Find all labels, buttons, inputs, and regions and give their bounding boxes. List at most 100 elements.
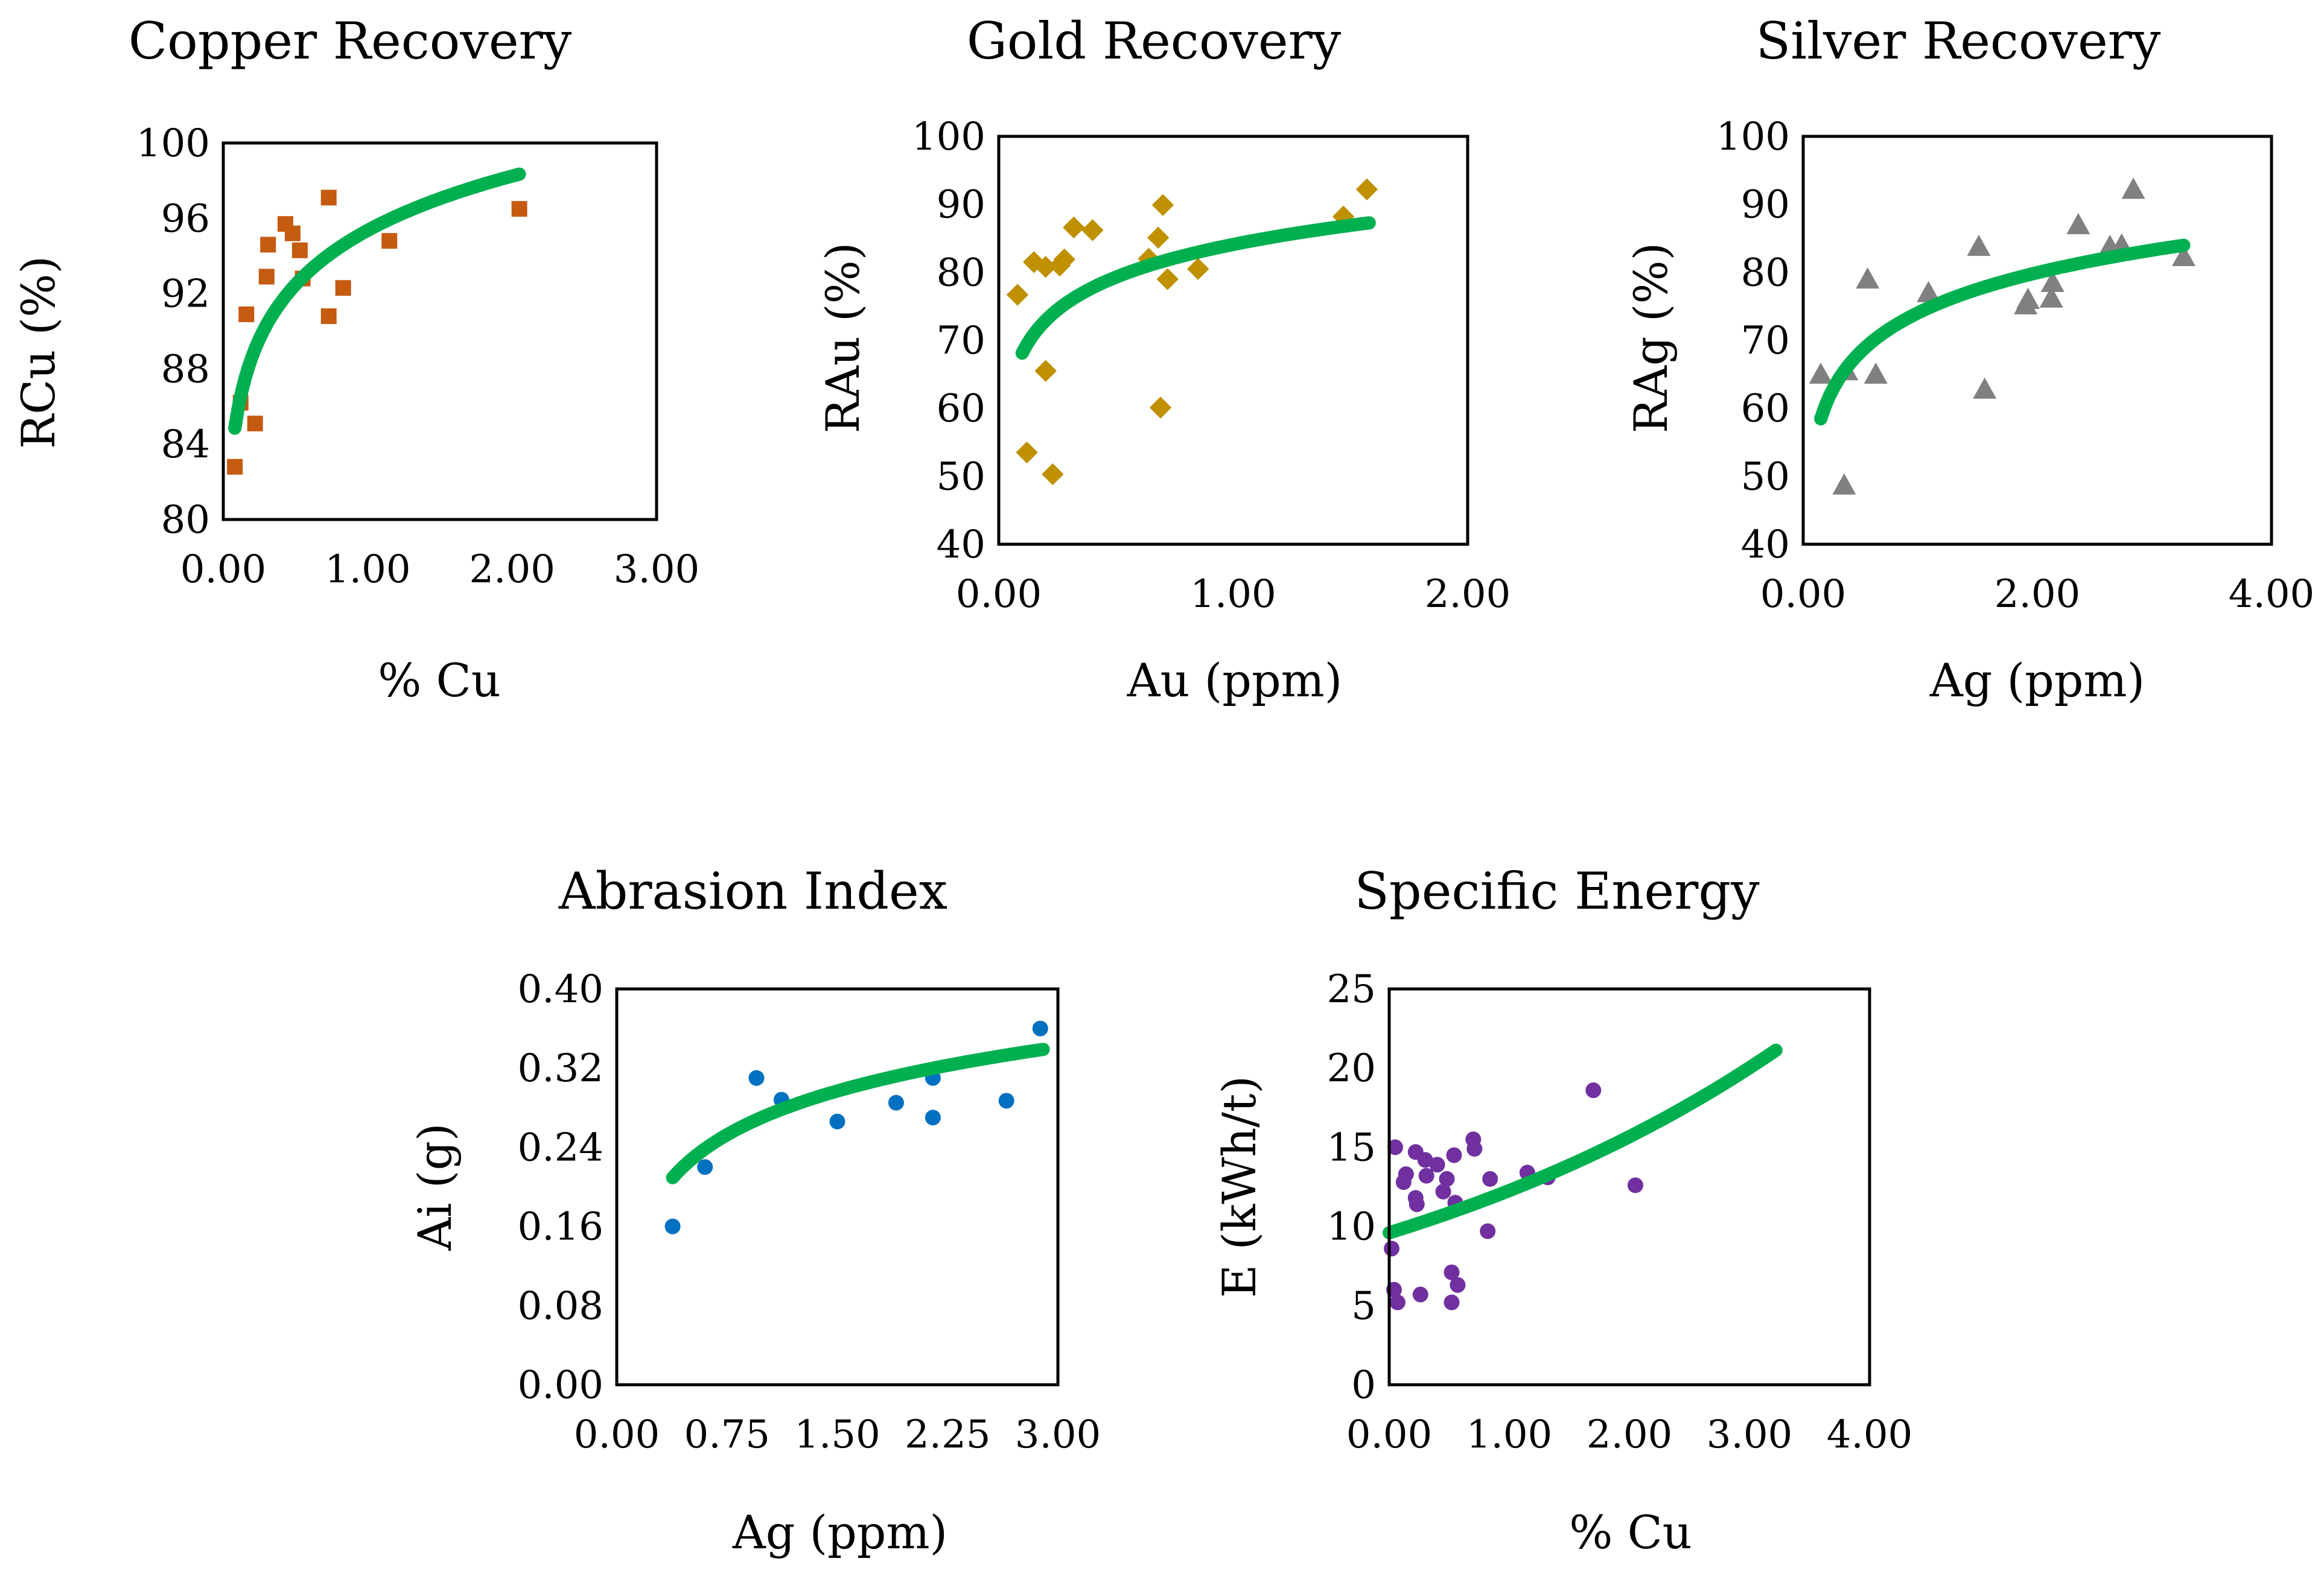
plot-area <box>227 167 527 475</box>
trend-line <box>666 1043 1050 1184</box>
plot-area <box>1006 178 1378 486</box>
x-tick-label: 0.00 <box>956 572 1042 617</box>
data-point <box>1864 362 1888 384</box>
data-point <box>291 242 308 258</box>
y-axis-label: RAu (%) <box>816 243 870 434</box>
data-point <box>284 225 301 241</box>
y-tick-label: 0.08 <box>518 1284 604 1329</box>
data-point <box>1482 1171 1498 1187</box>
y-tick-label: 0.32 <box>518 1046 604 1091</box>
y-tick-label: 80 <box>161 498 210 542</box>
data-point <box>511 201 527 217</box>
x-axis-label: % Cu <box>1569 1505 1692 1559</box>
data-point <box>1383 1241 1399 1257</box>
data-point <box>1832 473 1856 495</box>
data-point <box>998 1093 1014 1109</box>
y-tick-label: 90 <box>1741 183 1790 227</box>
chart-title: Specific Energy <box>1354 862 1760 921</box>
data-point <box>1006 284 1029 306</box>
data-point <box>2040 270 2065 292</box>
y-tick-label: 70 <box>1741 319 1790 363</box>
y-tick-label: 100 <box>912 115 985 159</box>
x-tick-label: 1.50 <box>794 1413 880 1457</box>
data-point <box>227 459 243 475</box>
data-point <box>1429 1157 1445 1173</box>
y-tick-label: 70 <box>937 319 985 363</box>
y-tick-label: 80 <box>1741 250 1790 295</box>
y-tick-label: 25 <box>1327 967 1376 1012</box>
data-point <box>1466 1141 1483 1157</box>
data-point <box>1435 1183 1451 1200</box>
data-point <box>1627 1177 1643 1193</box>
data-point <box>320 308 337 325</box>
data-point <box>1063 216 1085 239</box>
trend-line <box>1814 238 2191 426</box>
data-point <box>1446 1147 1462 1163</box>
y-tick-label: 10 <box>1327 1205 1376 1250</box>
plot-frame <box>997 135 1469 546</box>
data-point <box>1042 463 1064 486</box>
data-point <box>1856 267 1880 289</box>
data-point <box>1053 248 1075 271</box>
data-point <box>1387 1139 1403 1155</box>
data-point <box>1409 1196 1425 1212</box>
y-tick-label: 100 <box>1716 115 1790 159</box>
y-tick-label: 88 <box>161 347 210 392</box>
data-point <box>1034 256 1057 278</box>
trend-line <box>1383 1043 1783 1240</box>
x-tick-label: 1.00 <box>1466 1413 1553 1457</box>
plot-frame <box>1387 987 1871 1387</box>
y-tick-label: 50 <box>937 454 985 499</box>
y-tick-label: 84 <box>161 422 210 467</box>
plot-frame <box>221 141 658 521</box>
y-tick-label: 0 <box>1351 1363 1376 1408</box>
data-point <box>238 306 255 322</box>
x-tick-label: 2.00 <box>1425 572 1511 617</box>
y-axis-label: RCu (%) <box>11 256 65 449</box>
data-point <box>925 1110 941 1126</box>
x-tick-label: 2.25 <box>905 1413 991 1457</box>
data-point <box>260 237 276 253</box>
chart-title: Silver Recovery <box>1756 11 2161 71</box>
plot-area <box>1809 177 2195 495</box>
data-point <box>2066 212 2090 235</box>
y-tick-label: 80 <box>937 250 985 295</box>
data-point <box>664 1218 681 1235</box>
data-point <box>829 1113 845 1130</box>
plot-frame <box>1801 135 2273 546</box>
chart-copper-recovery: Copper Recovery RCu (%) % Cu 80 84 88 92 96 1… <box>11 11 699 707</box>
y-tick-label: 40 <box>937 523 985 567</box>
trend-line <box>1015 216 1376 360</box>
y-tick-label: 92 <box>161 272 210 317</box>
data-point <box>1081 219 1104 241</box>
data-point <box>697 1159 713 1175</box>
y-tick-label: 60 <box>1741 387 1790 431</box>
chart-title: Gold Recovery <box>967 11 1342 71</box>
x-tick-label: 2.00 <box>469 547 555 592</box>
y-tick-label: 96 <box>161 197 210 241</box>
x-axis-label: Ag (ppm) <box>1929 653 2145 707</box>
data-point <box>2172 244 2195 267</box>
data-point <box>1585 1082 1602 1098</box>
chart-abrasion-index: Abrasion Index Ai (g) Ag (ppm) 0.00 0.08 0… <box>408 862 1101 1559</box>
data-point <box>335 280 351 296</box>
x-axis-label: Ag (ppm) <box>732 1505 947 1559</box>
x-tick-label: 2.00 <box>1587 1413 1673 1457</box>
x-tick-label: 1.00 <box>1190 572 1276 617</box>
data-point <box>1034 360 1057 382</box>
y-tick-label: 5 <box>1351 1284 1376 1329</box>
x-axis-label: Au (ppm) <box>1127 653 1343 707</box>
data-point <box>1412 1286 1428 1303</box>
data-point <box>1809 362 1833 384</box>
y-axis-label: Ai (g) <box>408 1123 462 1251</box>
y-tick-label: 0.40 <box>518 967 604 1012</box>
data-point <box>2016 287 2040 309</box>
plot-area <box>1383 1043 1783 1311</box>
data-point <box>1973 377 1997 399</box>
data-point <box>1355 178 1378 201</box>
trend-line <box>228 167 526 435</box>
x-tick-label: 0.00 <box>180 547 267 592</box>
data-point <box>1917 281 1941 302</box>
x-tick-label: 3.00 <box>614 547 700 592</box>
y-tick-label: 0.00 <box>518 1363 604 1408</box>
